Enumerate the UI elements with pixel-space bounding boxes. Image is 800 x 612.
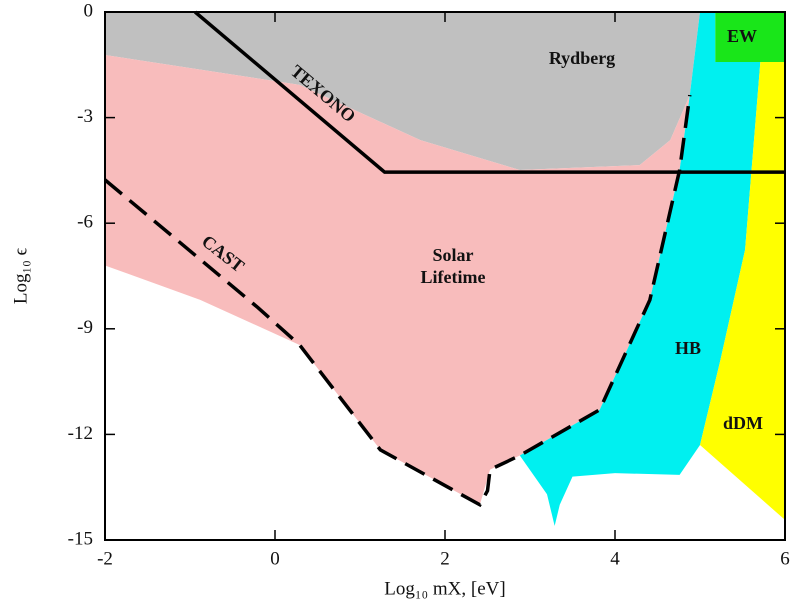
y-tick-label: -6 <box>77 212 93 233</box>
region-label: HB <box>675 338 701 358</box>
y-tick-label: 0 <box>84 0 94 21</box>
region <box>519 12 761 526</box>
region-label: Solar Lifetime <box>421 245 486 287</box>
region <box>105 12 700 171</box>
region <box>700 61 785 520</box>
x-tick-label: -2 <box>97 548 113 569</box>
y-tick-label: -9 <box>77 317 93 338</box>
plot-area <box>103 10 785 526</box>
x-tick-label: 6 <box>780 548 790 569</box>
y-tick-label: -12 <box>68 423 93 444</box>
x-tick-label: 2 <box>440 548 450 569</box>
region-label: EW <box>727 26 757 46</box>
limit-line <box>103 94 692 508</box>
y-axis-label: Log₁₀ ϵ <box>10 248 31 305</box>
region <box>105 54 690 505</box>
x-tick-label: 4 <box>610 548 620 569</box>
y-tick-label: -3 <box>77 106 93 127</box>
region-label: Rydberg <box>549 48 615 68</box>
limit-line <box>193 10 785 174</box>
region-label: dDM <box>723 413 763 433</box>
x-tick-label: 0 <box>270 548 280 569</box>
region <box>715 12 785 62</box>
x-axis-label: Log₁₀ mX, [eV] <box>384 578 505 599</box>
y-tick-label: -15 <box>68 528 93 549</box>
